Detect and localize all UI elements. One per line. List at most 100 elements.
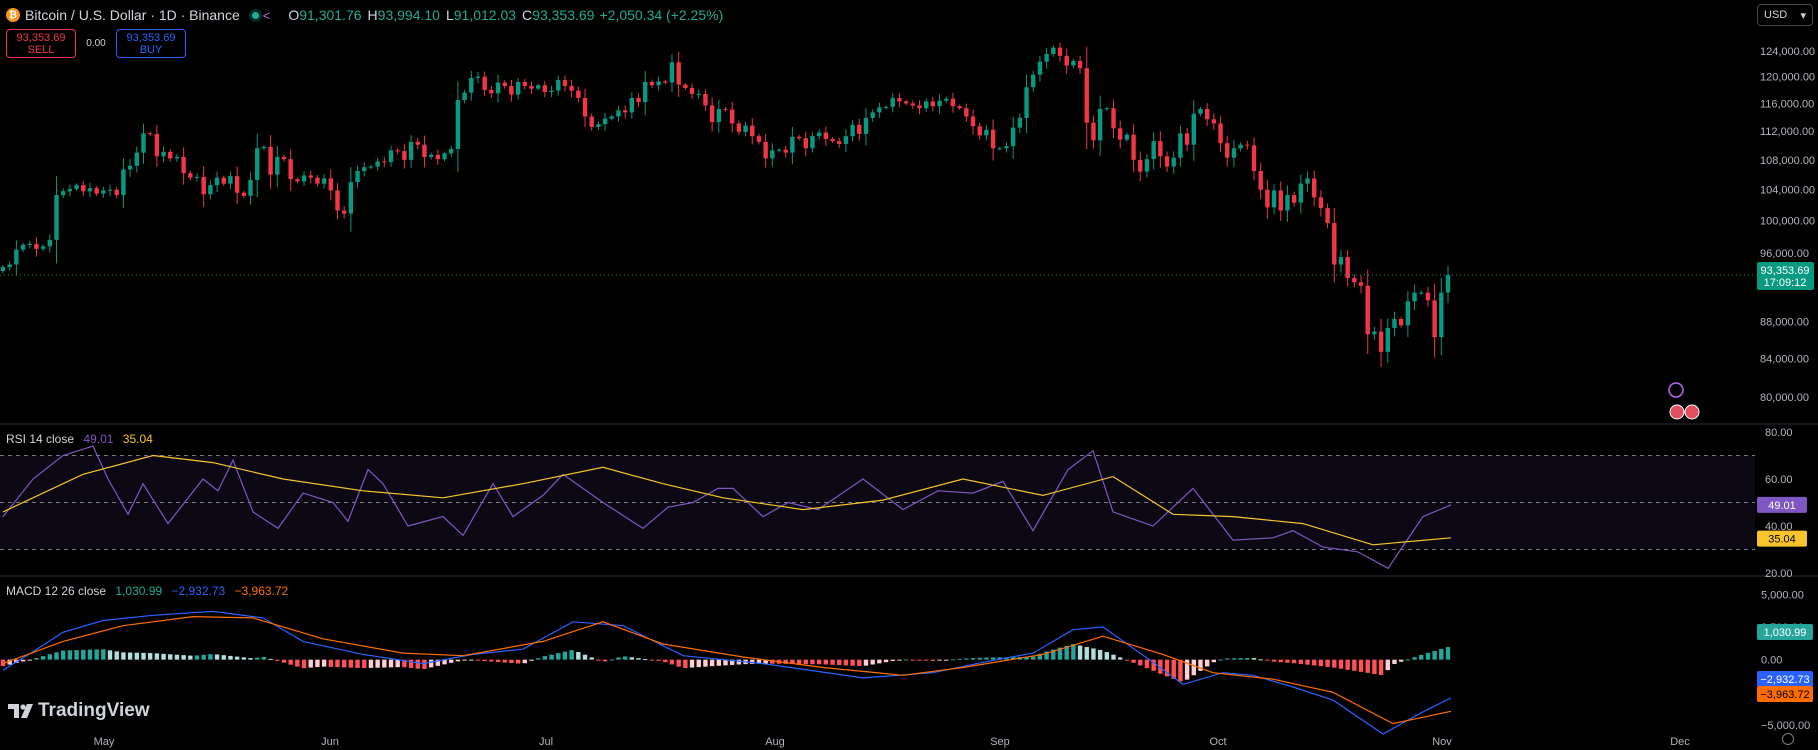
candle: [515, 81, 521, 95]
symbol-title[interactable]: Bitcoin / U.S. Dollar · 1D · Binance: [25, 7, 240, 23]
macd-histogram-bar: [308, 659, 313, 668]
candle: [1077, 61, 1083, 69]
high-value: 93,994.10: [377, 7, 440, 23]
macd-histogram-bar: [656, 659, 661, 661]
macd-histogram-bar: [301, 659, 307, 669]
candle: [736, 123, 742, 132]
rsi-ma-line: [2, 454, 1452, 546]
candle: [87, 188, 93, 192]
macd-histogram-bar: [1285, 659, 1290, 663]
macd-histogram-bar: [147, 653, 153, 660]
candle: [643, 81, 648, 103]
symbol-header: ₿ Bitcoin / U.S. Dollar · 1D · Binance <…: [6, 5, 723, 25]
candle: [723, 108, 728, 110]
candle: [301, 175, 307, 182]
settings-icon[interactable]: [1782, 733, 1794, 745]
candle: [422, 144, 427, 157]
time-axis-tick: Nov: [1432, 736, 1452, 748]
candle: [134, 152, 139, 166]
candle: [261, 146, 267, 149]
macd-value-badge-label: −3,963.72: [1760, 689, 1809, 701]
macd-histogram-bar: [268, 658, 273, 660]
candle: [475, 76, 481, 78]
macd-histogram-bar: [729, 659, 735, 665]
macd-histogram-bar: [1412, 657, 1417, 660]
macd-histogram-bar: [509, 659, 514, 664]
candle: [348, 182, 354, 214]
macd-histogram-bar: [964, 658, 969, 660]
market-open-icon: [251, 11, 259, 19]
macd-histogram-bar: [944, 659, 949, 661]
candle: [54, 195, 59, 240]
macd-histogram-bar: [1432, 650, 1437, 660]
candle: [388, 150, 394, 163]
candle: [1198, 108, 1203, 114]
macd-histogram-bar: [1218, 659, 1223, 661]
candle: [696, 93, 701, 95]
macd-histogram-bar: [1131, 659, 1136, 663]
candle: [141, 133, 146, 153]
macd-histogram-bar: [1278, 659, 1283, 663]
candle: [997, 148, 1002, 150]
candle: [676, 62, 681, 85]
candle: [1238, 144, 1243, 149]
candle: [944, 98, 949, 101]
candle: [729, 109, 735, 124]
candle: [609, 116, 614, 119]
candle: [455, 100, 461, 150]
share-icon[interactable]: <: [262, 7, 271, 23]
macd-histogram-bar: [1378, 659, 1384, 676]
candle: [1211, 119, 1217, 124]
macd-histogram-bar: [341, 659, 347, 668]
candle: [830, 138, 835, 142]
candle: [1278, 190, 1283, 211]
candle: [1178, 133, 1183, 158]
macd-histogram-bar: [984, 657, 989, 660]
candle: [308, 175, 313, 178]
candle: [1432, 300, 1437, 338]
candle: [67, 188, 73, 192]
candle: [857, 124, 862, 134]
candle: [977, 126, 982, 136]
macd-histogram-bar: [482, 659, 487, 662]
sell-button[interactable]: 93,353.69 SELL: [6, 29, 76, 58]
candle: [315, 177, 320, 184]
macd-histogram-bar: [221, 655, 226, 660]
candle: [596, 124, 601, 127]
candle: [234, 176, 240, 193]
price-axis-tick: 96,000.00: [1760, 248, 1809, 260]
buy-button[interactable]: 93,353.69 BUY: [116, 29, 186, 58]
macd-histogram-bar: [489, 659, 494, 662]
candle: [1318, 197, 1324, 209]
currency-selector[interactable]: USD ▾: [1757, 4, 1813, 26]
macd-histogram-bar: [462, 659, 467, 661]
macd-histogram-bar: [134, 652, 139, 660]
candle: [1338, 257, 1344, 265]
macd-histogram-bar: [689, 659, 695, 668]
candle: [549, 90, 554, 92]
macd-histogram-bar: [7, 659, 12, 665]
macd-histogram-bar: [1051, 649, 1056, 660]
macd-histogram-bar: [127, 652, 133, 660]
macd-histogram-bar: [763, 659, 768, 664]
macd-legend[interactable]: MACD 12 26 close 1,030.99 −2,932.73 −3,9…: [6, 584, 288, 598]
candle: [107, 189, 113, 191]
rsi-legend[interactable]: RSI 14 close 49.01 35.04: [6, 432, 153, 446]
macd-histogram-bar: [188, 655, 193, 660]
macd-histogram-bar: [469, 659, 474, 661]
rsi-axis-tick: 20.00: [1765, 568, 1793, 580]
tradingview-logo[interactable]: TradingView: [8, 700, 150, 722]
candle: [1138, 159, 1143, 172]
macd-histogram-bar: [576, 652, 581, 660]
macd-histogram-bar: [1077, 645, 1083, 660]
macd-histogram-bar: [475, 659, 481, 661]
macd-histogram-bar: [1211, 659, 1217, 663]
candle: [535, 85, 541, 89]
candle: [1071, 61, 1076, 66]
macd-histogram-bar: [74, 650, 79, 660]
macd-histogram-bar: [94, 649, 99, 660]
price-axis-tick: 120,000.00: [1760, 72, 1815, 84]
macd-histogram-bar: [1325, 659, 1330, 667]
candle: [689, 87, 695, 94]
